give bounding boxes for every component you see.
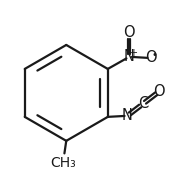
- Text: N: N: [122, 109, 133, 123]
- Text: O: O: [123, 25, 135, 40]
- Text: N: N: [124, 49, 134, 64]
- Text: •: •: [152, 50, 158, 60]
- Text: CH₃: CH₃: [51, 156, 76, 170]
- Text: +: +: [129, 48, 137, 58]
- Text: O: O: [153, 84, 164, 99]
- Text: O: O: [145, 50, 156, 65]
- Text: C: C: [138, 96, 148, 111]
